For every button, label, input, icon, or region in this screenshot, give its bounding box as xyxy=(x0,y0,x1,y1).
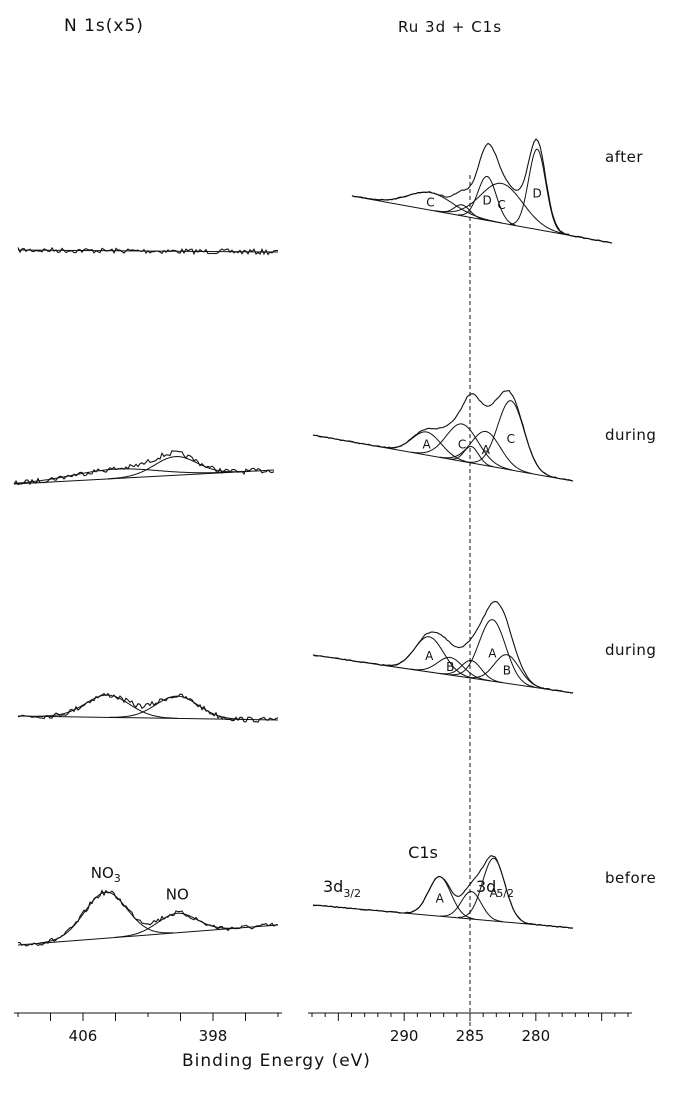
ru3d-panel-title: Ru 3d + C1s xyxy=(398,18,503,36)
measured-spectrum-1-1 xyxy=(312,389,574,482)
component-peak-1-1-1 xyxy=(411,423,513,471)
x-tick-label-1-0: 290 xyxy=(390,1027,419,1045)
component-peak-0-2-1 xyxy=(109,695,245,720)
measured-spectrum-1-2 xyxy=(312,600,574,694)
spectrum-0-0 xyxy=(17,246,279,256)
x-tick-label-1-2: 280 xyxy=(522,1027,551,1045)
spectrum-0-2 xyxy=(17,692,279,723)
component-label-0-0: C xyxy=(426,195,434,209)
component-label-2-4: B xyxy=(503,663,511,677)
peak-label-no-3: NO xyxy=(166,885,189,903)
component-peak-1-2-3 xyxy=(450,619,535,688)
component-label-0-4: D xyxy=(533,186,542,200)
spectrum-1-1 xyxy=(312,389,574,482)
peak-label-no3-3: NO3 xyxy=(91,864,121,885)
component-peak-1-0-4 xyxy=(509,148,564,235)
ru-annotation-1: C1s xyxy=(408,843,438,862)
spectrum-0-3 xyxy=(17,889,279,947)
component-label-1-4: C xyxy=(507,432,515,446)
x-tick-label-1-1: 285 xyxy=(456,1027,485,1045)
x-axis-title: Binding Energy (eV) xyxy=(182,1051,371,1071)
measured-spectrum-0-0 xyxy=(17,246,278,256)
measured-spectrum-1-3 xyxy=(312,854,574,929)
condition-label-during-1: during xyxy=(605,426,657,444)
ru-annotation-0: 3d3/2 xyxy=(323,877,361,900)
condition-label-before: before xyxy=(605,869,657,887)
spectrum-1-2 xyxy=(312,600,574,694)
condition-label-after: after xyxy=(605,148,643,166)
component-label-0-3: C xyxy=(497,198,505,212)
component-peak-1-3-1 xyxy=(439,890,503,923)
spectrum-1-3 xyxy=(312,854,574,929)
component-label-2-1: B xyxy=(446,660,454,674)
n1s-panel-title: N 1s(x5) xyxy=(64,16,144,36)
component-label-2-0: A xyxy=(425,649,434,663)
component-label-3-0: A xyxy=(436,891,445,905)
component-label-1-3: A xyxy=(482,443,491,457)
component-peak-1-1-2 xyxy=(448,446,495,468)
component-label-0-2: D xyxy=(482,194,491,208)
measured-spectrum-1-0 xyxy=(351,138,613,244)
component-label-2-3: A xyxy=(488,646,497,660)
component-peak-1-0-2 xyxy=(457,175,516,226)
spectrum-1-0 xyxy=(351,138,613,244)
component-label-1-0: A xyxy=(422,438,431,452)
x-tick-label-0-0: 406 xyxy=(69,1027,98,1045)
measured-spectrum-0-1 xyxy=(13,450,275,486)
condition-label-during-2: during xyxy=(605,641,657,659)
x-tick-label-0-1: 398 xyxy=(199,1027,228,1045)
component-peak-1-0-3 xyxy=(434,182,569,236)
component-peak-0-3-1 xyxy=(114,912,239,938)
measured-spectrum-0-3 xyxy=(17,889,279,947)
component-label-1-1: C xyxy=(458,438,466,452)
component-peak-0-3-0 xyxy=(38,891,174,944)
spectrum-0-1 xyxy=(13,450,275,486)
component-peak-0-1-0 xyxy=(13,468,251,484)
component-label-3-2: A xyxy=(490,886,499,900)
measured-spectrum-0-2 xyxy=(17,692,279,723)
component-peak-1-1-3 xyxy=(439,430,532,474)
